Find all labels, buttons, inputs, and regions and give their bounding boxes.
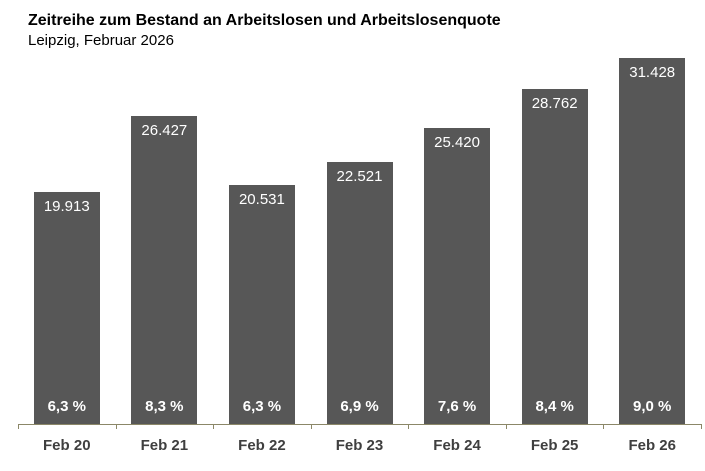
bar: 25.420 7,6 % (424, 128, 491, 424)
bar-percent-label: 8,4 % (535, 398, 574, 415)
x-axis-tick (506, 424, 507, 429)
bar-percent-label: 6,3 % (47, 398, 86, 415)
x-axis-tick (311, 424, 312, 429)
x-axis-tick (116, 424, 117, 429)
bar-value-label: 28.762 (531, 95, 578, 112)
category-label: Feb 21 (140, 437, 189, 454)
bar-percent-label: 6,3 % (242, 398, 282, 415)
bar-percent-label: 8,3 % (145, 398, 184, 415)
chart-subtitle: Leipzig, Februar 2026 (28, 32, 174, 49)
bar-percent-label: 6,9 % (340, 398, 379, 415)
bar: 22.521 6,9 % (326, 162, 393, 424)
x-axis-tick (701, 424, 702, 429)
x-axis-tick (408, 424, 409, 429)
category-label: Feb 22 (238, 437, 286, 454)
category-label: Feb 20 (43, 437, 91, 454)
category-label: Feb 25 (530, 437, 579, 454)
bar-value-label: 20.531 (238, 191, 285, 208)
bar-value-label: 19.913 (43, 198, 90, 215)
bar-value-label: 22.521 (336, 168, 383, 185)
bar-value-label: 31.428 (629, 64, 676, 81)
x-axis-tick (603, 424, 604, 429)
bar: 20.531 6,3 % (228, 185, 295, 424)
bar: 26.427 8,3 % (131, 116, 198, 424)
bar: 28.762 8,4 % (521, 89, 588, 424)
bar-percent-label: 9,0 % (633, 398, 672, 415)
bar-value-label: 25.420 (434, 134, 480, 151)
chart-title: Zeitreihe zum Bestand an Arbeitslosen un… (28, 12, 501, 29)
category-label: Feb 23 (335, 437, 384, 454)
bar-value-label: 26.427 (141, 122, 188, 139)
x-axis-tick (18, 424, 19, 429)
bar: 19.913 6,3 % (33, 192, 100, 424)
category-label: Feb 26 (628, 437, 676, 454)
bar: 31.428 9,0 % (619, 58, 686, 424)
bar-percent-label: 7,6 % (437, 398, 477, 415)
x-axis-tick (213, 424, 214, 429)
x-axis-line (18, 424, 701, 425)
category-label: Feb 24 (433, 437, 481, 454)
